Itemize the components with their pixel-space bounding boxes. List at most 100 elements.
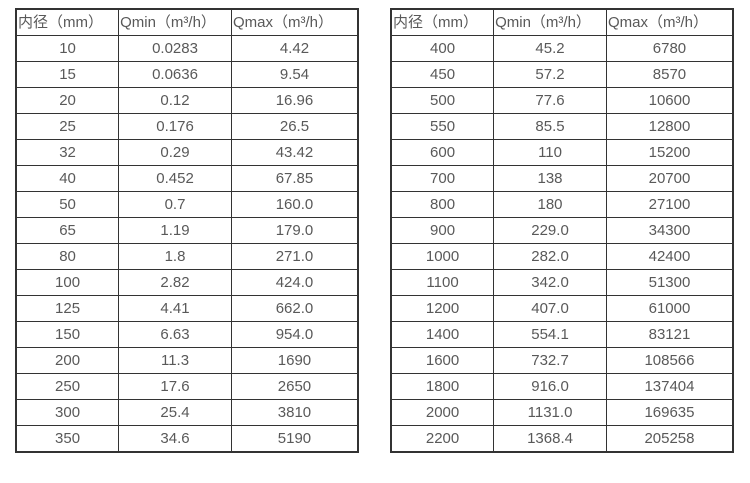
table-cell: 0.452 xyxy=(118,165,232,192)
header-qmin: Qmin（m³/h） xyxy=(118,8,232,36)
table-row: 1800 916.0 137404 xyxy=(390,373,734,400)
table-cell: 4.42 xyxy=(230,35,359,62)
table-cell: 180 xyxy=(493,191,607,218)
table-cell: 138 xyxy=(493,165,607,192)
table-row: 600 110 15200 xyxy=(390,139,734,166)
header-qmax: Qmax（m³/h） xyxy=(605,8,734,36)
table-cell: 900 xyxy=(390,217,495,244)
table-cell: 500 xyxy=(390,87,495,114)
table-cell: 10600 xyxy=(605,87,734,114)
table-cell: 16.96 xyxy=(230,87,359,114)
table-row: 1600 732.7 108566 xyxy=(390,347,734,374)
table-cell: 916.0 xyxy=(493,373,607,400)
table-cell: 17.6 xyxy=(118,373,232,400)
table-cell: 9.54 xyxy=(230,61,359,88)
header-inner-diameter: 内径（mm） xyxy=(15,8,120,36)
table-cell: 1100 xyxy=(390,269,495,296)
table-cell: 8570 xyxy=(605,61,734,88)
table-row: 150 6.63 954.0 xyxy=(15,321,359,348)
table-row: 40 0.452 67.85 xyxy=(15,165,359,192)
table-cell: 1600 xyxy=(390,347,495,374)
table-row: 25 0.176 26.5 xyxy=(15,113,359,140)
table-cell: 34300 xyxy=(605,217,734,244)
table-cell: 43.42 xyxy=(230,139,359,166)
table-row: 1100 342.0 51300 xyxy=(390,269,734,296)
table-row: 200 11.3 1690 xyxy=(15,347,359,374)
table-row: 500 77.6 10600 xyxy=(390,87,734,114)
table-cell: 0.7 xyxy=(118,191,232,218)
table-cell: 40 xyxy=(15,165,120,192)
table-cell: 700 xyxy=(390,165,495,192)
table-cell: 160.0 xyxy=(230,191,359,218)
table-cell: 0.176 xyxy=(118,113,232,140)
table-cell: 1200 xyxy=(390,295,495,322)
flow-rate-tables-page: 内径（mm） Qmin（m³/h） Qmax（m³/h） 10 0.0283 4.4… xyxy=(15,8,734,453)
table-cell: 83121 xyxy=(605,321,734,348)
table-cell: 2200 xyxy=(390,425,495,453)
table-cell: 150 xyxy=(15,321,120,348)
table-cell: 42400 xyxy=(605,243,734,270)
table-row: 32 0.29 43.42 xyxy=(15,139,359,166)
table-row: 350 34.6 5190 xyxy=(15,425,359,453)
table-cell: 11.3 xyxy=(118,347,232,374)
table-cell: 554.1 xyxy=(493,321,607,348)
table-cell: 12800 xyxy=(605,113,734,140)
table-cell: 342.0 xyxy=(493,269,607,296)
table-cell: 25 xyxy=(15,113,120,140)
table-cell: 67.85 xyxy=(230,165,359,192)
table-row: 20 0.12 16.96 xyxy=(15,87,359,114)
table-cell: 0.29 xyxy=(118,139,232,166)
table-cell: 77.6 xyxy=(493,87,607,114)
table-row: 50 0.7 160.0 xyxy=(15,191,359,218)
table-cell: 5190 xyxy=(230,425,359,453)
table-cell: 1690 xyxy=(230,347,359,374)
table-row: 1000 282.0 42400 xyxy=(390,243,734,270)
table-row: 80 1.8 271.0 xyxy=(15,243,359,270)
header-inner-diameter: 内径（mm） xyxy=(390,8,495,36)
table-cell: 2.82 xyxy=(118,269,232,296)
table-cell: 137404 xyxy=(605,373,734,400)
table-cell: 15200 xyxy=(605,139,734,166)
table-cell: 800 xyxy=(390,191,495,218)
table-cell: 400 xyxy=(390,35,495,62)
table-cell: 229.0 xyxy=(493,217,607,244)
table-cell: 407.0 xyxy=(493,295,607,322)
table-cell: 61000 xyxy=(605,295,734,322)
table-row: 1400 554.1 83121 xyxy=(390,321,734,348)
table-cell: 0.12 xyxy=(118,87,232,114)
table-cell: 15 xyxy=(15,61,120,88)
table-cell: 20 xyxy=(15,87,120,114)
table-cell: 65 xyxy=(15,217,120,244)
header-row: 内径（mm） Qmin（m³/h） Qmax（m³/h） xyxy=(15,8,359,36)
table-cell: 200 xyxy=(15,347,120,374)
table-row: 15 0.0636 9.54 xyxy=(15,61,359,88)
table-cell: 282.0 xyxy=(493,243,607,270)
table-row: 65 1.19 179.0 xyxy=(15,217,359,244)
table-cell: 300 xyxy=(15,399,120,426)
table-cell: 6780 xyxy=(605,35,734,62)
table-cell: 732.7 xyxy=(493,347,607,374)
table-row: 1200 407.0 61000 xyxy=(390,295,734,322)
table-row: 450 57.2 8570 xyxy=(390,61,734,88)
table-cell: 600 xyxy=(390,139,495,166)
table-row: 900 229.0 34300 xyxy=(390,217,734,244)
table-cell: 1800 xyxy=(390,373,495,400)
table-cell: 169635 xyxy=(605,399,734,426)
table-cell: 10 xyxy=(15,35,120,62)
table-body: 400 45.2 6780 450 57.2 8570 500 77.6 10600 550 85.… xyxy=(390,35,734,453)
table-cell: 20700 xyxy=(605,165,734,192)
table-cell: 25.4 xyxy=(118,399,232,426)
table-cell: 32 xyxy=(15,139,120,166)
table-cell: 45.2 xyxy=(493,35,607,62)
table-row: 400 45.2 6780 xyxy=(390,35,734,62)
table-cell: 1368.4 xyxy=(493,425,607,453)
table-row: 700 138 20700 xyxy=(390,165,734,192)
table-cell: 0.0636 xyxy=(118,61,232,88)
table-cell: 350 xyxy=(15,425,120,453)
table-cell: 110 xyxy=(493,139,607,166)
table-cell: 1.8 xyxy=(118,243,232,270)
header-qmin: Qmin（m³/h） xyxy=(493,8,607,36)
table-cell: 1400 xyxy=(390,321,495,348)
table-row: 300 25.4 3810 xyxy=(15,399,359,426)
table-cell: 4.41 xyxy=(118,295,232,322)
